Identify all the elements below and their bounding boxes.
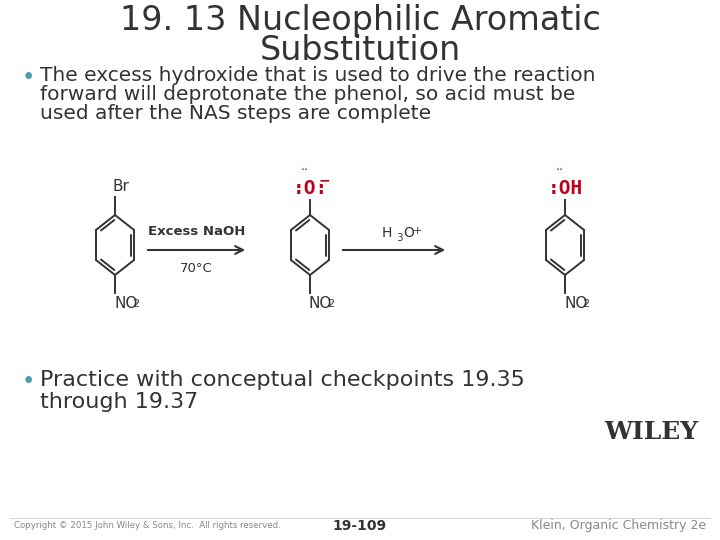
Text: :OH: :OH: [547, 179, 582, 199]
Text: The excess hydroxide that is used to drive the reaction: The excess hydroxide that is used to dri…: [40, 66, 595, 85]
Text: 2: 2: [327, 299, 334, 309]
Text: 19-109: 19-109: [333, 519, 387, 533]
Text: NO: NO: [564, 296, 588, 311]
Text: NO: NO: [309, 296, 333, 311]
Text: forward will deprotonate the phenol, so acid must be: forward will deprotonate the phenol, so …: [40, 85, 575, 104]
Text: H: H: [382, 226, 392, 240]
Text: :O:: :O:: [292, 179, 328, 199]
Text: ⋅⋅: ⋅⋅: [301, 164, 309, 177]
Text: Practice with conceptual checkpoints 19.35: Practice with conceptual checkpoints 19.…: [40, 370, 525, 390]
Text: used after the NAS steps are complete: used after the NAS steps are complete: [40, 104, 431, 123]
Text: •: •: [22, 66, 35, 89]
Text: 2: 2: [132, 299, 139, 309]
Text: ⋅⋅: ⋅⋅: [556, 164, 564, 177]
Text: Copyright © 2015 John Wiley & Sons, Inc.  All rights reserved.: Copyright © 2015 John Wiley & Sons, Inc.…: [14, 522, 281, 530]
Text: through 19.37: through 19.37: [40, 392, 198, 412]
Text: Klein, Organic Chemistry 2e: Klein, Organic Chemistry 2e: [531, 519, 706, 532]
Text: Substitution: Substitution: [259, 34, 461, 67]
Text: WILEY: WILEY: [604, 420, 698, 444]
Text: Br: Br: [113, 179, 130, 194]
Text: O: O: [403, 226, 414, 240]
Text: Excess NaOH: Excess NaOH: [148, 225, 246, 238]
Text: 3: 3: [396, 233, 402, 243]
Text: −: −: [318, 173, 330, 187]
Text: NO: NO: [114, 296, 138, 311]
Text: 70°C: 70°C: [180, 262, 213, 275]
Text: •: •: [22, 370, 35, 393]
Text: +: +: [413, 226, 423, 236]
Text: 19. 13 Nucleophilic Aromatic: 19. 13 Nucleophilic Aromatic: [120, 4, 600, 37]
Text: 2: 2: [582, 299, 589, 309]
